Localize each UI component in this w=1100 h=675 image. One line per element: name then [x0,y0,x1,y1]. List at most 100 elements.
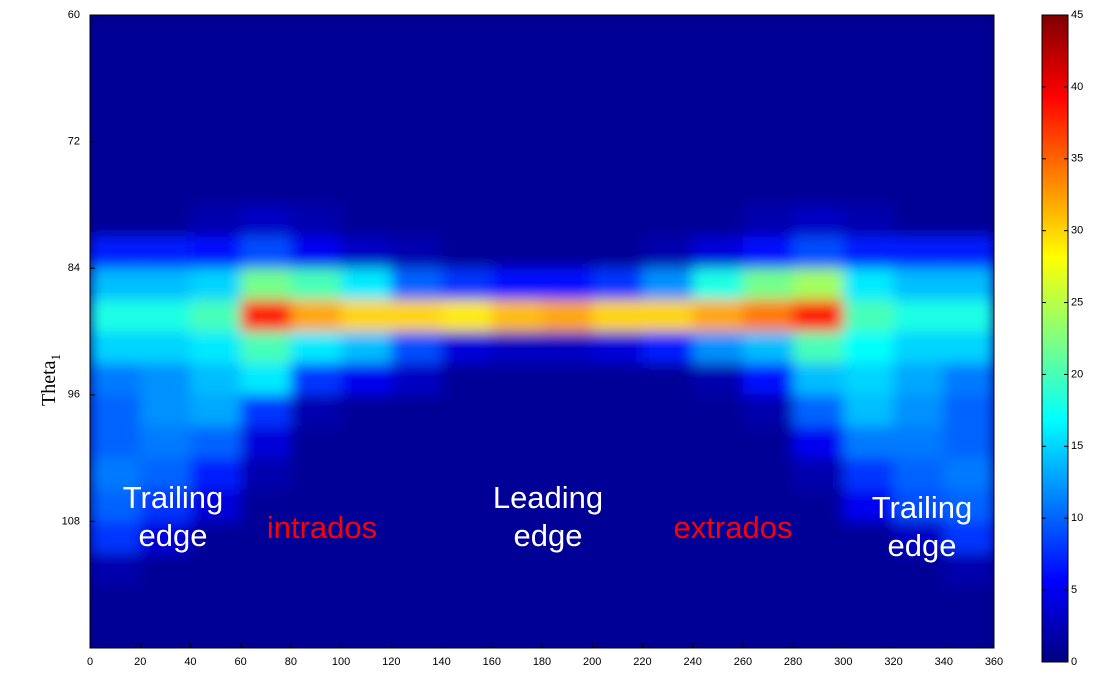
heatmap-cell [944,395,995,427]
heatmap-cell [241,395,292,427]
heatmap-cell [190,395,241,427]
heatmap-cell [944,458,995,490]
x-tick-label: 40 [184,656,196,668]
heatmap-cell [341,47,392,79]
heatmap-cell [843,395,894,427]
heatmap-cell [291,395,342,427]
heatmap-cell [190,332,241,364]
heatmap-cell [241,585,292,617]
heatmap-cell [693,616,744,648]
x-tick-label: 20 [134,656,146,668]
heatmap-cell [693,205,744,237]
heatmap-cell [140,300,191,332]
x-tick-label: 320 [884,656,902,668]
heatmap-cell [492,332,543,364]
heatmap-cell [90,616,141,648]
heatmap-cell [743,142,794,174]
heatmap-cell [140,395,191,427]
heatmap-cell [492,553,543,585]
heatmap-cell [291,78,342,110]
heatmap-cell [90,15,141,47]
heatmap-cell [592,15,643,47]
heatmap-cell [90,426,141,458]
heatmap-cell [341,426,392,458]
heatmap-cell [894,110,945,142]
x-tick-label: 140 [432,656,450,668]
heatmap-cell [90,521,141,553]
y-tick-label: 84 [68,262,80,274]
heatmap-cell [642,395,693,427]
heatmap-cell [90,395,141,427]
heatmap-cell [894,142,945,174]
heatmap-cell [793,237,844,269]
heatmap-cell [90,237,141,269]
heatmap-cell [793,395,844,427]
y-axis-label-text: Theta [38,360,60,406]
heatmap-cell [843,47,894,79]
heatmap-cell [391,78,442,110]
heatmap-cell [693,300,744,332]
heatmap-cell [693,142,744,174]
heatmap-cell [894,268,945,300]
heatmap-cell [793,616,844,648]
heatmap-cell [843,426,894,458]
heatmap-cell [542,585,593,617]
heatmap-cell [442,585,493,617]
heatmap-cell [492,395,543,427]
colorbar-tick-label: 20 [1071,368,1083,380]
heatmap-cell [642,300,693,332]
heatmap-cell [391,332,442,364]
heatmap-cell [492,15,543,47]
heatmap-cell [743,332,794,364]
heatmap-cell [592,142,643,174]
x-tick-label: 200 [583,656,601,668]
heatmap-cell [341,268,392,300]
heatmap-cell [492,173,543,205]
heatmap-cell [592,585,643,617]
heatmap-cell [743,426,794,458]
heatmap-cell [442,458,493,490]
heatmap-cell [642,205,693,237]
heatmap-cell [843,268,894,300]
heatmap-cell [642,78,693,110]
heatmap-cell [592,78,643,110]
x-tick-label: 60 [235,656,247,668]
heatmap-cell [743,268,794,300]
heatmap-cell [894,205,945,237]
heatmap-cell [442,78,493,110]
heatmap-cell [642,47,693,79]
x-tick-label: 360 [985,656,1003,668]
heatmap-cell [542,78,593,110]
heatmap-cell [391,458,442,490]
heatmap-cell [592,300,643,332]
heatmap-cell [190,300,241,332]
heatmap-cell [843,363,894,395]
x-tick-label: 340 [935,656,953,668]
heatmap-cell [442,395,493,427]
annotation: Trailing [123,480,224,515]
heatmap-cell [291,268,342,300]
heatmap-cell [592,173,643,205]
heatmap-cell [693,15,744,47]
x-tick-label: 300 [834,656,852,668]
heatmap-cell [442,15,493,47]
heatmap-cell [592,395,643,427]
heatmap-cell [793,553,844,585]
heatmap-cell [642,237,693,269]
heatmap-cell [894,15,945,47]
heatmap-cell [442,521,493,553]
heatmap-cell [542,363,593,395]
heatmap-cell [442,205,493,237]
heatmap-cell [241,142,292,174]
heatmap-cell [190,553,241,585]
heatmap-cell [241,237,292,269]
y-tick-label: 72 [68,136,80,148]
heatmap-clip [90,15,995,649]
heatmap-cell [341,15,392,47]
heatmap-cell [843,78,894,110]
heatmap-cell [542,268,593,300]
heatmap-cell [693,78,744,110]
heatmap-cell [944,15,995,47]
heatmap-cell [492,616,543,648]
heatmap-cell [592,237,643,269]
